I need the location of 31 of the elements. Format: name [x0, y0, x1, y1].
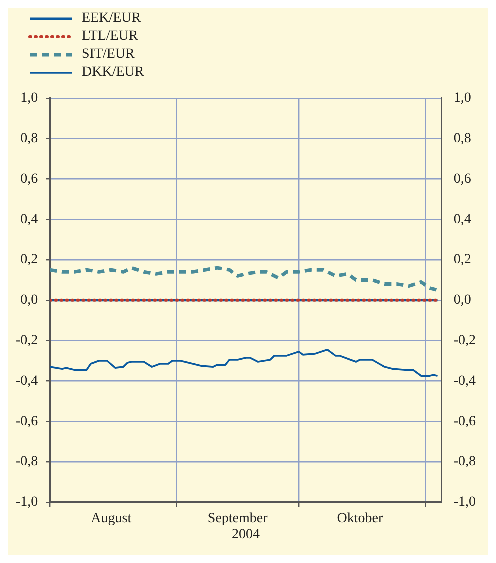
y-tick-label: -1,0	[16, 495, 38, 510]
legend-label: EEK/EUR	[82, 11, 142, 27]
y2-tick-label: 0,6	[454, 172, 472, 187]
legend-label: SIT/EUR	[82, 47, 135, 63]
line-series	[50, 266, 440, 292]
y-tick-label: -0,6	[16, 414, 38, 430]
y-tick-label: 0,2	[20, 252, 38, 268]
x-tick-label: August	[91, 511, 132, 526]
y2-tick-label: 0,8	[454, 131, 472, 146]
y2-tick-label: 0,4	[454, 212, 472, 228]
x-tick-label: Oktober	[337, 511, 384, 526]
y-tick-label: 0,6	[20, 172, 38, 187]
y-tick-label: 0,8	[20, 131, 38, 146]
y-tick-label: -0,2	[16, 333, 38, 348]
y-tick-label: 0,0	[20, 293, 38, 308]
y2-tick-label: -0,8	[454, 454, 476, 470]
y2-tick-label: -0,6	[454, 414, 476, 430]
y-tick-label: -0,4	[16, 374, 38, 389]
y2-tick-label: 0,2	[454, 252, 472, 268]
y2-tick-label: 1,0	[454, 91, 472, 106]
y-tick-label: 1,0	[20, 91, 38, 106]
y2-tick-label: 0,0	[454, 293, 472, 308]
x-tick-label: September	[208, 511, 268, 526]
y2-tick-label: -0,4	[454, 374, 476, 389]
y2-tick-label: -1,0	[454, 495, 476, 510]
y-tick-label: -0,8	[16, 454, 38, 470]
x-axis-title: 2004	[232, 527, 260, 542]
y-tick-label: 0,4	[20, 212, 38, 228]
y2-tick-label: -0,2	[454, 333, 476, 348]
legend-label: LTL/EUR	[82, 29, 138, 45]
legend-label: DKK/EUR	[82, 65, 144, 81]
